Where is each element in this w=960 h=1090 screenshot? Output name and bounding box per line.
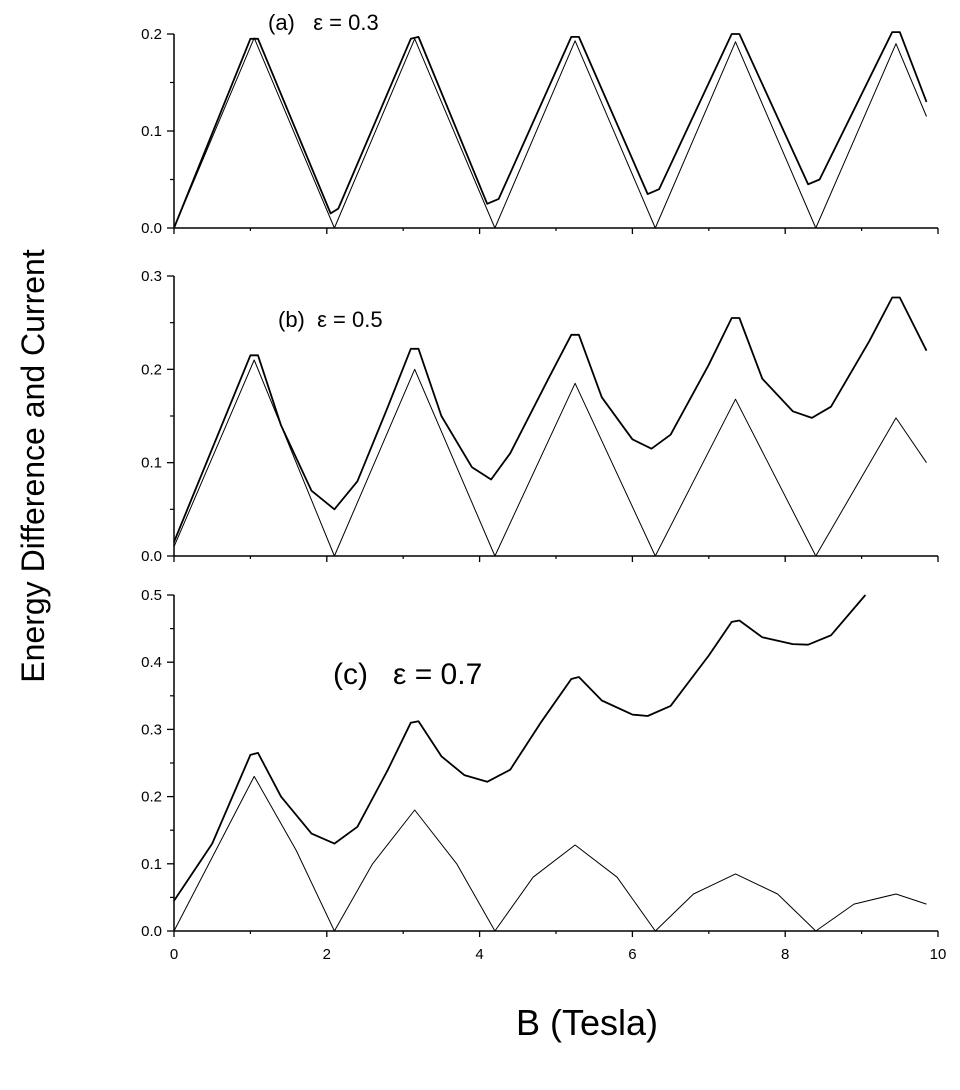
x-tick-label: 6 xyxy=(628,946,636,963)
panels: 0.0 0.1 0.2 (a) ε = 0.3 0.0 0.1 0.2 0.3 (b) ε = … xyxy=(141,10,946,963)
x-tick-label: 4 xyxy=(475,946,483,963)
y-tick-label: 0.1 xyxy=(141,123,162,140)
y-tick-label: 0.2 xyxy=(141,26,162,43)
series-line-lower xyxy=(173,775,927,932)
panel-annotation: (c) ε = 0.7 xyxy=(333,658,482,691)
panel-annotation: (a) ε = 0.3 xyxy=(268,10,379,35)
panel-c: 0 2 4 6 8 10 0.0 0.1 0.2 0.3 0.4 0.5 (c) ε = 0.7 xyxy=(141,587,946,963)
x-tick-label: 8 xyxy=(781,946,789,963)
panel-annotation: (b) ε = 0.5 xyxy=(278,307,383,332)
series-line-lower xyxy=(173,37,927,229)
y-tick-label: 0.4 xyxy=(141,654,162,671)
panel-a: 0.0 0.1 0.2 (a) ε = 0.3 xyxy=(141,10,939,237)
x-tick-label: 0 xyxy=(170,946,178,963)
series-line-upper xyxy=(173,594,867,902)
y-tick-label: 0.1 xyxy=(141,455,162,472)
y-tick-label: 0.5 xyxy=(141,587,162,604)
x-tick-label: 2 xyxy=(323,946,331,963)
series-line-upper xyxy=(173,31,928,229)
y-tick-label: 0.1 xyxy=(141,856,162,873)
y-tick-label: 0.2 xyxy=(141,361,162,378)
series-line-upper xyxy=(173,296,928,543)
y-axis-title: Energy Difference and Current xyxy=(15,249,51,683)
panel-b: 0.0 0.1 0.2 0.3 (b) ε = 0.5 xyxy=(141,268,939,565)
x-tick-label: 10 xyxy=(930,946,947,963)
y-tick-label: 0.3 xyxy=(141,721,162,738)
y-tick-label: 0.3 xyxy=(141,268,162,285)
x-axis-title: B (Tesla) xyxy=(516,1002,658,1043)
y-tick-label: 0.0 xyxy=(141,220,162,237)
y-tick-label: 0.2 xyxy=(141,789,162,806)
series-line-lower xyxy=(173,359,927,557)
y-tick-label: 0.0 xyxy=(141,923,162,940)
y-tick-label: 0.0 xyxy=(141,548,162,565)
